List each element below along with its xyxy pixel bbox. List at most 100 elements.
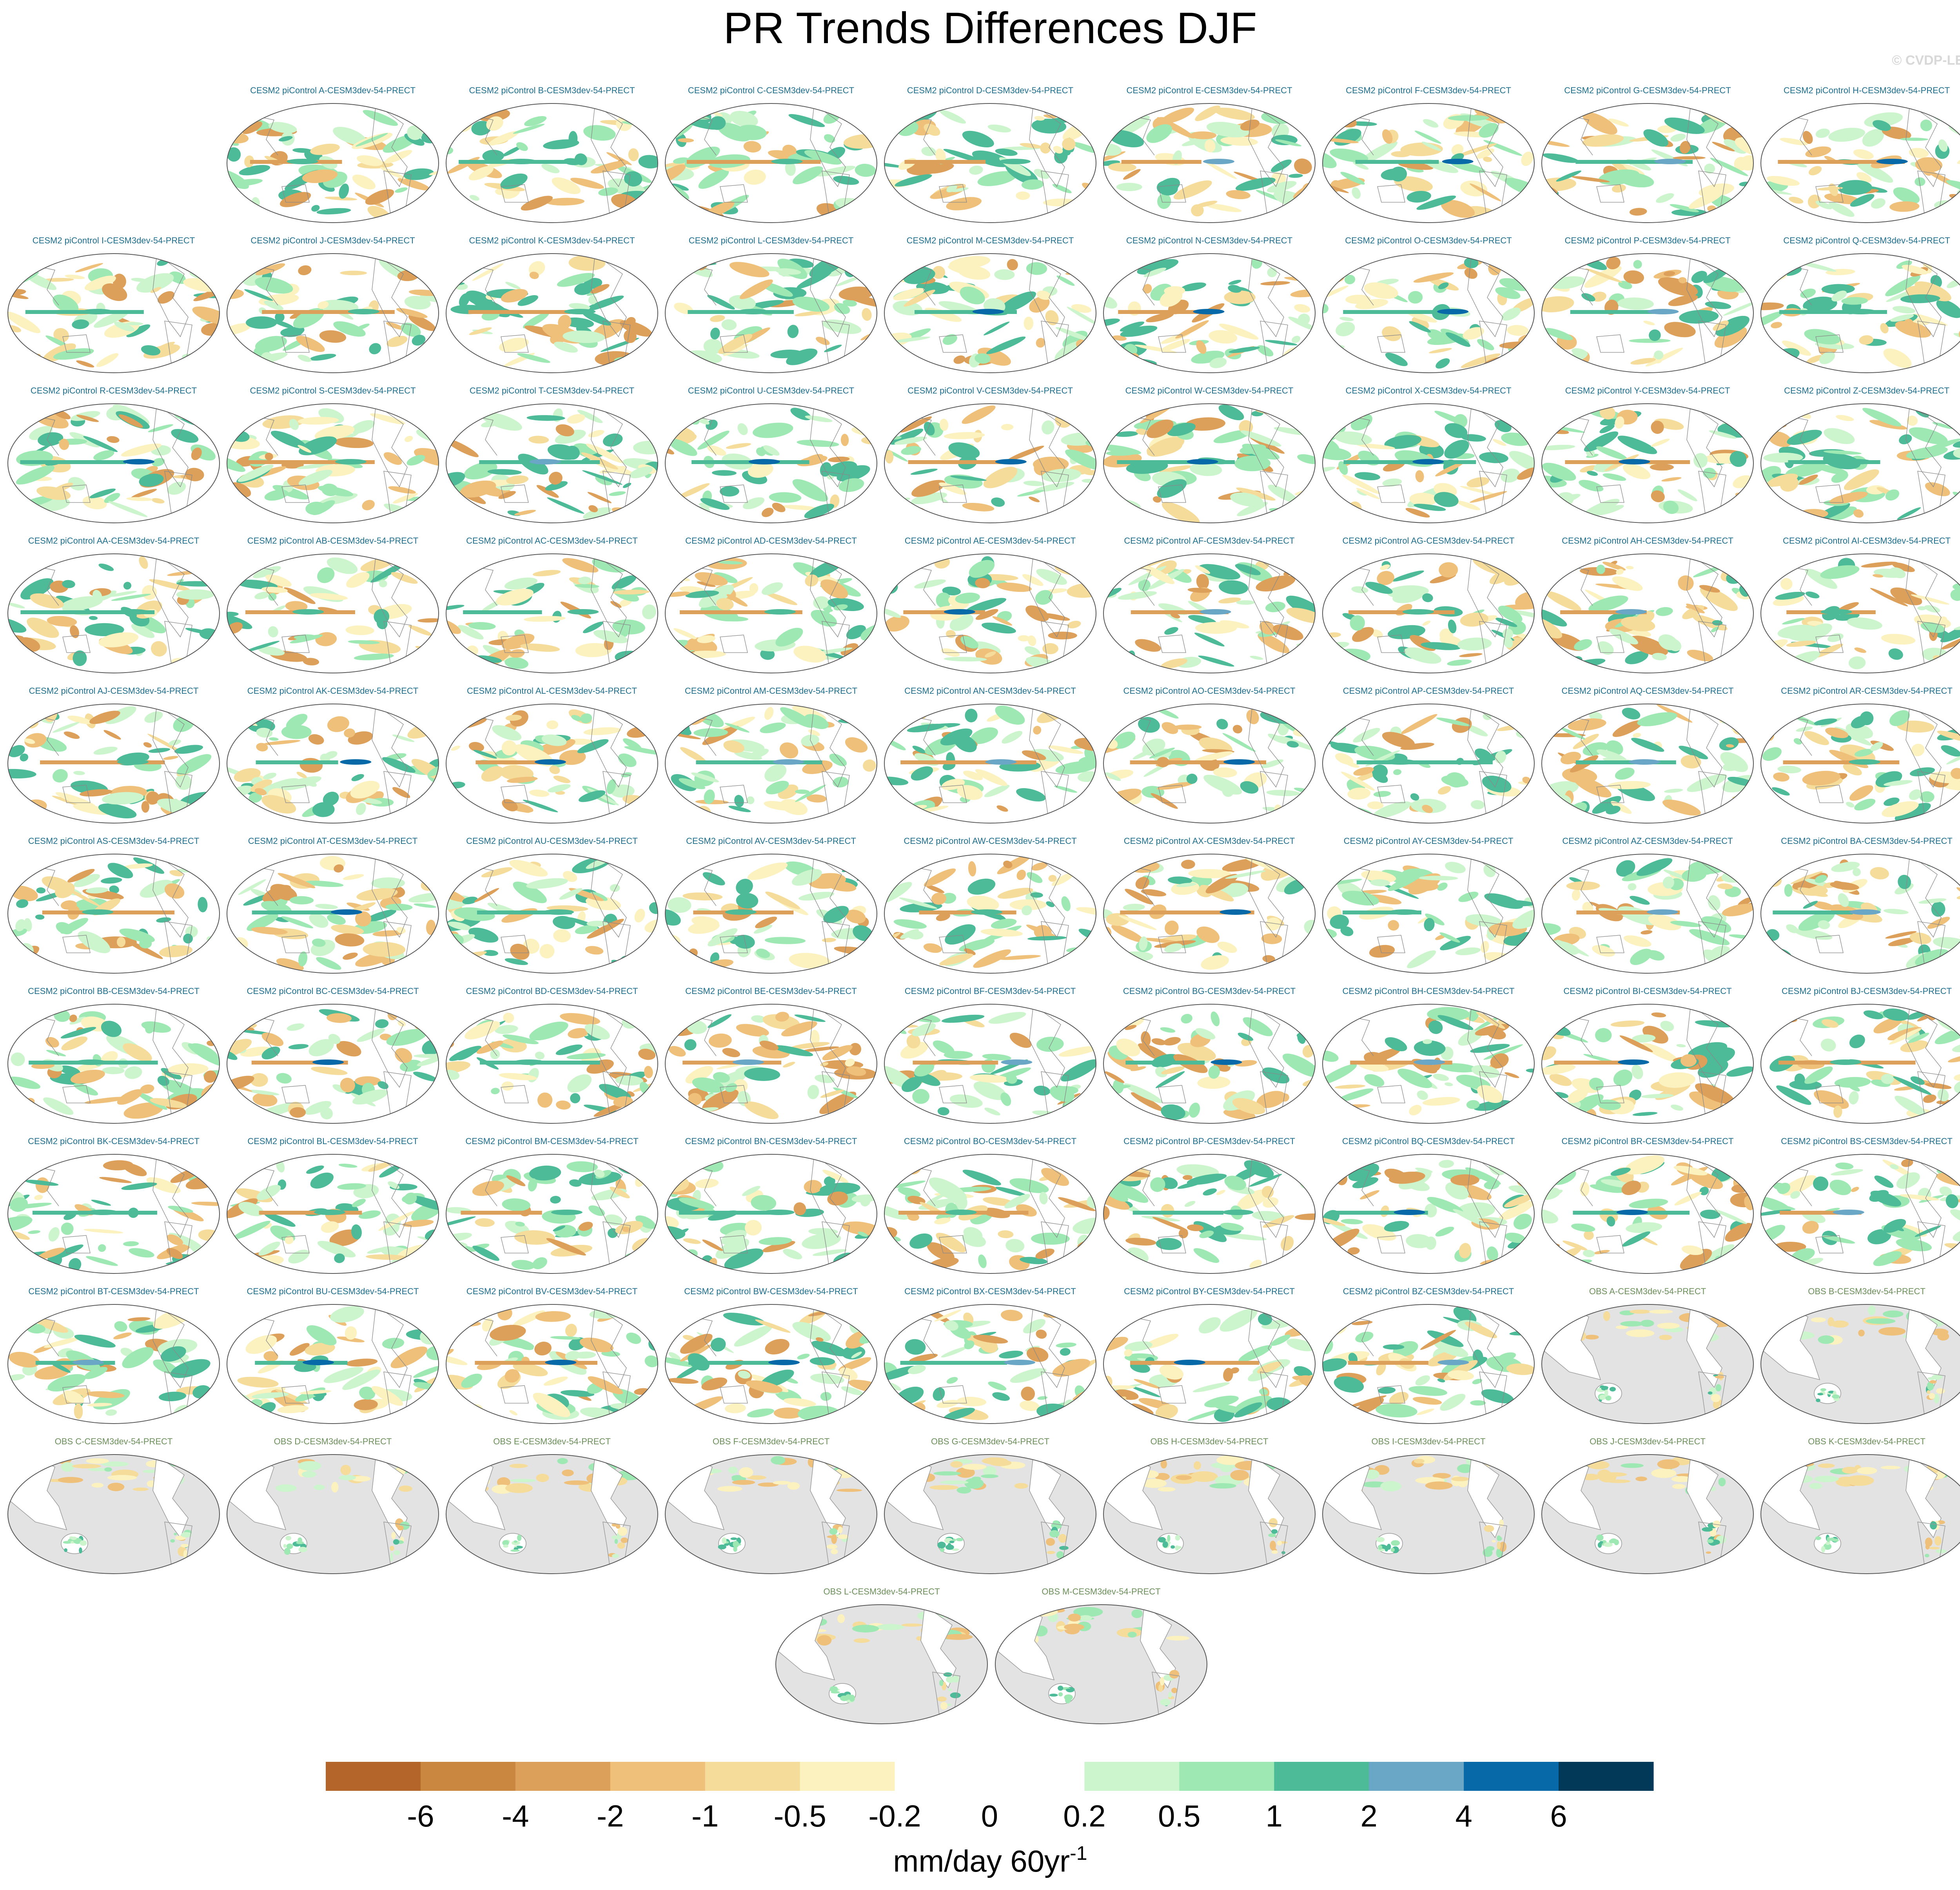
field-blob	[982, 1054, 1011, 1061]
field-blob	[487, 469, 522, 475]
field-blob	[448, 921, 472, 930]
field-blob	[475, 1218, 495, 1227]
map	[446, 854, 658, 974]
field-blob	[1333, 804, 1353, 818]
field-blob	[630, 202, 658, 211]
field-blob	[154, 341, 175, 351]
field-blob	[392, 493, 418, 504]
panel-title: CESM2 piControl AY-CESM3dev-54-PRECT	[1344, 836, 1514, 846]
field-blob	[1229, 346, 1260, 353]
field-blob	[1556, 940, 1589, 957]
field-blob	[585, 946, 604, 955]
field-blob	[884, 1007, 918, 1019]
field-blob	[1071, 270, 1096, 278]
panel-title: CESM2 piControl AJ-CESM3dev-54-PRECT	[29, 686, 199, 696]
field-blob	[143, 742, 152, 748]
field-blob	[1182, 1175, 1192, 1180]
field-blob	[697, 430, 730, 450]
field-blob	[1571, 176, 1610, 183]
field-blob	[289, 896, 314, 905]
field-blob	[227, 506, 242, 516]
field-blob	[468, 166, 494, 181]
field-blob	[1152, 496, 1161, 503]
panel-title: CESM2 piControl AK-CESM3dev-54-PRECT	[247, 686, 418, 696]
field-blob	[1256, 575, 1296, 591]
field-blob	[298, 355, 312, 362]
field-blob	[1543, 1105, 1555, 1118]
field-blob	[1209, 357, 1227, 368]
field-blob	[937, 496, 948, 503]
field-blob	[1786, 640, 1817, 647]
map	[1541, 1304, 1754, 1424]
field-blob	[574, 283, 593, 295]
field-blob	[499, 765, 534, 781]
field-blob	[344, 728, 355, 738]
field-blob	[999, 291, 1036, 313]
map-field	[1103, 1154, 1315, 1273]
field-blob	[588, 505, 598, 512]
field-blob	[1184, 1201, 1196, 1207]
field-blob	[537, 1092, 553, 1108]
field-blob	[941, 778, 965, 790]
field-blob	[1400, 714, 1437, 735]
field-blob	[8, 1407, 35, 1418]
field-blob	[1597, 1099, 1621, 1110]
field-blob	[1048, 875, 1057, 882]
field-blob	[834, 303, 850, 314]
field-blob	[568, 131, 578, 146]
field-blob	[1804, 329, 1840, 345]
field-blob	[1299, 720, 1315, 728]
field-blob	[1650, 464, 1674, 471]
field-blob	[1881, 1074, 1894, 1084]
field-blob	[1380, 564, 1390, 570]
field-blob	[53, 348, 94, 360]
field-blob	[748, 459, 780, 464]
map-field	[884, 854, 1096, 973]
field-blob	[11, 564, 29, 576]
map-field	[1542, 704, 1753, 823]
field-band	[1788, 460, 1880, 464]
field-blob	[1895, 321, 1931, 338]
field-blob	[1125, 889, 1154, 905]
field-blob	[1105, 1071, 1125, 1083]
map	[1103, 1304, 1316, 1424]
field-blob	[1422, 805, 1433, 813]
field-blob	[1196, 926, 1220, 943]
field-blob	[124, 1066, 142, 1079]
field-blob	[1937, 731, 1960, 742]
field-blob	[392, 787, 410, 798]
field-blob	[1804, 623, 1832, 640]
field-blob	[1953, 448, 1960, 459]
field-blob	[995, 149, 1018, 156]
field-blob	[1663, 501, 1679, 514]
field-blob	[1588, 595, 1628, 612]
field-blob	[770, 349, 802, 359]
field-blob	[1829, 492, 1868, 504]
field-blob	[446, 578, 453, 590]
field-blob	[1180, 282, 1206, 291]
field-blob	[783, 1249, 802, 1259]
field-blob	[1889, 201, 1920, 212]
field-blob	[333, 321, 366, 337]
field-blob	[227, 1398, 251, 1412]
field-blob	[1662, 799, 1701, 816]
field-blob	[249, 792, 262, 803]
field-blob	[983, 466, 1018, 488]
field-blob	[862, 949, 877, 958]
field-blob	[995, 1186, 1027, 1196]
map	[665, 103, 877, 223]
field-blob	[1424, 918, 1435, 931]
field-blob	[1661, 477, 1682, 482]
field-blob	[451, 745, 460, 751]
field-band	[259, 1211, 362, 1215]
field-blob	[15, 919, 26, 932]
field-blob	[36, 887, 46, 894]
field-blob	[78, 931, 111, 953]
field-blob	[1208, 1065, 1220, 1079]
field-blob	[665, 1014, 693, 1022]
field-blob	[851, 1194, 877, 1203]
field-blob	[1871, 198, 1886, 209]
field-blob	[1585, 268, 1622, 283]
field-blob	[1583, 112, 1617, 135]
field-blob	[1889, 1028, 1922, 1045]
